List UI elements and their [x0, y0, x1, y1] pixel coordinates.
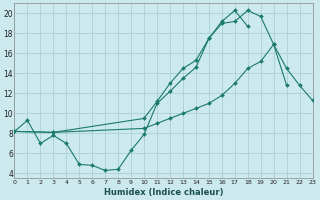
X-axis label: Humidex (Indice chaleur): Humidex (Indice chaleur) — [104, 188, 223, 197]
